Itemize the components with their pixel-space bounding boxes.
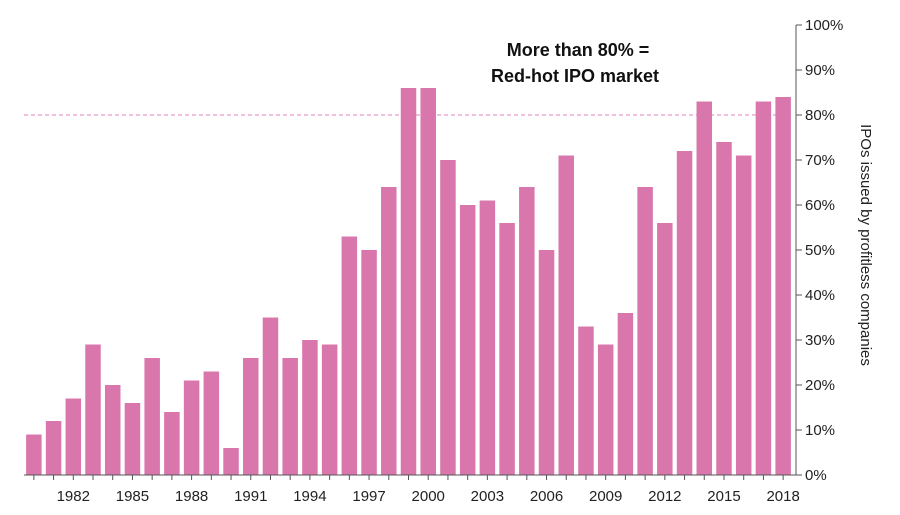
bar-1982 <box>65 398 82 475</box>
x-tick-label-1988: 1988 <box>175 488 208 505</box>
bar-2009 <box>597 344 614 475</box>
bar-2006 <box>538 250 555 475</box>
bar-2000 <box>420 88 436 475</box>
bar-2003 <box>479 200 496 475</box>
bar-1984 <box>104 385 121 475</box>
bar-2013 <box>676 151 693 475</box>
y-tick-label-5: 50% <box>805 242 835 259</box>
bar-1994 <box>302 340 318 475</box>
x-tick-label-2018: 2018 <box>766 488 799 505</box>
bar-2010 <box>617 313 634 475</box>
bar-1993 <box>282 358 298 475</box>
bar-2012 <box>657 223 673 475</box>
bar-2008 <box>578 326 594 475</box>
bar-1986 <box>144 358 160 475</box>
bar-1996 <box>341 236 358 475</box>
x-tick-label-2000: 2000 <box>412 488 445 505</box>
bar-1990 <box>223 448 239 475</box>
bar-1998 <box>381 187 397 475</box>
bar-2018 <box>775 97 791 475</box>
bar-2016 <box>735 155 752 475</box>
x-tick-label-2006: 2006 <box>530 488 563 505</box>
y-tick-label-2: 20% <box>805 377 835 394</box>
y-tick-label-10: 100% <box>805 17 843 34</box>
y-tick-label-8: 80% <box>805 107 835 124</box>
bar-2002 <box>459 205 476 475</box>
annotation-line-2: Red-hot IPO market <box>491 66 659 86</box>
bar-2004 <box>499 223 515 475</box>
x-tick-label-2015: 2015 <box>707 488 740 505</box>
x-tick-label-2009: 2009 <box>589 488 622 505</box>
bar-1992 <box>262 317 279 475</box>
y-tick-label-9: 90% <box>805 62 835 79</box>
y-tick-label-6: 60% <box>805 197 835 214</box>
y-tick-label-1: 10% <box>805 422 835 439</box>
bar-1981 <box>45 421 62 475</box>
bar-2015 <box>716 142 732 475</box>
x-tick-label-1994: 1994 <box>293 488 326 505</box>
x-tick-label-2003: 2003 <box>471 488 504 505</box>
bar-2011 <box>637 187 653 475</box>
axes-layer: 0% 10% 20% 30% 40% 50% 60% 70% 80% 90% 100% 1982 198… <box>24 17 843 505</box>
bar-1983 <box>85 344 101 475</box>
bar-1995 <box>321 344 338 475</box>
y-tick-label-0: 0% <box>805 467 827 484</box>
bar-1988 <box>183 380 200 475</box>
bar-1989 <box>203 371 220 475</box>
y-axis-label: IPOs issued by profitless companies <box>857 124 874 366</box>
bar-2001 <box>440 160 456 475</box>
bar-1985 <box>124 403 141 475</box>
y-tick-label-3: 30% <box>805 332 835 349</box>
bar-2005 <box>519 187 535 475</box>
x-tick-label-1991: 1991 <box>234 488 267 505</box>
y-tick-label-7: 70% <box>805 152 835 169</box>
bar-1991 <box>243 358 259 475</box>
x-tick-label-1997: 1997 <box>352 488 385 505</box>
bar-2014 <box>696 101 713 475</box>
x-tick-label-1982: 1982 <box>57 488 90 505</box>
bar-1987 <box>164 412 180 475</box>
annotation-line-1: More than 80% = <box>507 40 650 60</box>
bar-1997 <box>361 250 377 475</box>
x-tick-label-2012: 2012 <box>648 488 681 505</box>
bar-1980 <box>26 434 42 475</box>
x-tick-label-1985: 1985 <box>116 488 149 505</box>
bar-2007 <box>558 155 574 475</box>
bar-1999 <box>400 88 417 475</box>
y-tick-label-4: 40% <box>805 287 835 304</box>
bar-2017 <box>755 101 772 475</box>
bars-layer <box>26 88 791 475</box>
